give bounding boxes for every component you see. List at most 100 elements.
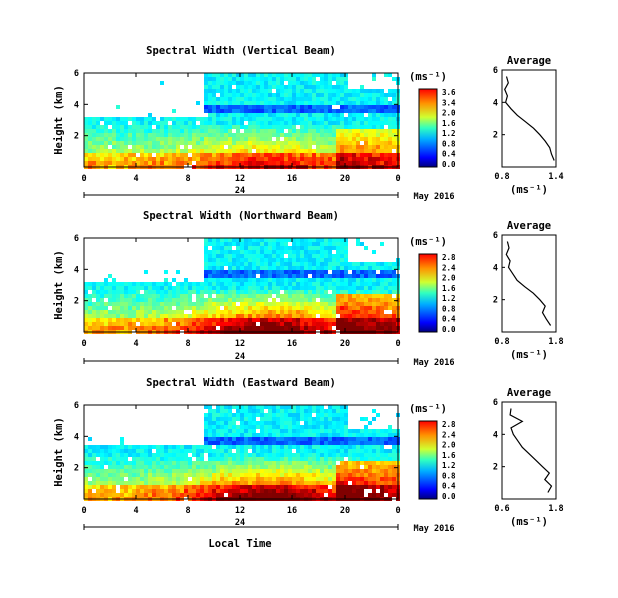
heatmap-cell <box>260 417 264 421</box>
heatmap-cell <box>100 157 104 161</box>
heatmap-cell <box>96 294 100 298</box>
heatmap-cell <box>236 409 240 413</box>
heatmap-cell <box>208 238 212 242</box>
heatmap-cell <box>132 129 136 133</box>
heatmap-cell <box>204 246 208 250</box>
heatmap-cell <box>368 125 372 129</box>
heatmap-cell <box>224 121 228 125</box>
heatmap-cell <box>236 254 240 258</box>
heatmap-cell <box>300 270 304 274</box>
heatmap-cell <box>232 77 236 81</box>
heatmap-cell <box>368 473 372 477</box>
heatmap-cell <box>140 481 144 485</box>
heatmap-cell <box>308 282 312 286</box>
y-axis-label: Height (km) <box>53 417 65 487</box>
heatmap-cell <box>116 145 120 149</box>
heatmap-cell <box>372 129 376 133</box>
heatmap-cell <box>308 278 312 282</box>
heatmap-cell <box>296 306 300 310</box>
heatmap-cell <box>284 161 288 165</box>
heatmap-cell <box>116 105 120 109</box>
heatmap-cell <box>260 421 264 425</box>
heatmap-cell <box>184 314 188 318</box>
heatmap-cell <box>256 153 260 157</box>
heatmap-cell <box>352 473 356 477</box>
heatmap-cell <box>132 485 136 489</box>
heatmap-cell <box>292 274 296 278</box>
heatmap-cell <box>276 306 280 310</box>
heatmap-cell <box>260 437 264 441</box>
heatmap-cell <box>120 314 124 318</box>
heatmap-cell <box>88 473 92 477</box>
heatmap-cell <box>228 294 232 298</box>
heatmap-cell <box>212 254 216 258</box>
heatmap-cell <box>332 77 336 81</box>
heatmap-cell <box>236 413 240 417</box>
heatmap-cell <box>344 286 348 290</box>
heatmap-cell <box>260 294 264 298</box>
heatmap-cell <box>316 105 320 109</box>
heatmap-cell <box>188 465 192 469</box>
heatmap-cell <box>200 129 204 133</box>
heatmap-cell <box>224 318 228 322</box>
heatmap-cell <box>236 77 240 81</box>
heatmap-cell <box>328 433 332 437</box>
heatmap-cell <box>264 489 268 493</box>
heatmap-cell <box>168 125 172 129</box>
heatmap-cell <box>232 145 236 149</box>
heatmap-cell <box>104 125 108 129</box>
heatmap-cell <box>288 481 292 485</box>
heatmap-cell <box>204 413 208 417</box>
heatmap-cell <box>348 469 352 473</box>
heatmap-cell <box>304 161 308 165</box>
x-tick-label: 16 <box>287 174 297 184</box>
heatmap-cell <box>312 262 316 266</box>
heatmap-cell <box>188 461 192 465</box>
heatmap-cell <box>196 101 200 105</box>
heatmap-cell <box>320 85 324 89</box>
heatmap-cell <box>320 274 324 278</box>
heatmap-cell <box>340 282 344 286</box>
heatmap-cell <box>312 157 316 161</box>
heatmap-cell <box>200 141 204 145</box>
heatmap-cell <box>280 77 284 81</box>
heatmap-cell <box>132 294 136 298</box>
heatmap-cell <box>212 465 216 469</box>
heatmap-cell <box>124 125 128 129</box>
heatmap-cell <box>116 121 120 125</box>
heatmap-cell <box>356 481 360 485</box>
heatmap-cell <box>216 161 220 165</box>
heatmap-cell <box>284 282 288 286</box>
profile-y-tick-label: 4 <box>493 430 498 440</box>
heatmap-cell <box>224 93 228 97</box>
heatmap-cell <box>284 409 288 413</box>
heatmap-cell <box>140 469 144 473</box>
heatmap-cell <box>328 109 332 113</box>
heatmap-cell <box>84 306 88 310</box>
date-mark: 24 <box>235 518 245 528</box>
heatmap-cell <box>392 290 396 294</box>
heatmap-cell <box>112 461 116 465</box>
heatmap-cell <box>276 485 280 489</box>
heatmap-cell <box>200 121 204 125</box>
heatmap-cell <box>112 294 116 298</box>
profile-frame <box>501 69 557 168</box>
heatmap-cell <box>152 117 156 121</box>
heatmap-cell <box>84 133 88 137</box>
heatmap-cell <box>124 310 128 314</box>
heatmap-cell <box>232 117 236 121</box>
heatmap-cell <box>248 89 252 93</box>
heatmap-cell <box>232 278 236 282</box>
heatmap-cell <box>188 149 192 153</box>
heatmap-cell <box>356 109 360 113</box>
heatmap-cell <box>88 282 92 286</box>
heatmap-cell <box>348 485 352 489</box>
heatmap-cell <box>388 93 392 97</box>
heatmap-cell <box>180 477 184 481</box>
heatmap-cell <box>136 314 140 318</box>
heatmap-cell <box>88 469 92 473</box>
heatmap-cell <box>252 141 256 145</box>
heatmap-cell <box>164 286 168 290</box>
heatmap-cell <box>264 121 268 125</box>
heatmap-cell <box>292 254 296 258</box>
